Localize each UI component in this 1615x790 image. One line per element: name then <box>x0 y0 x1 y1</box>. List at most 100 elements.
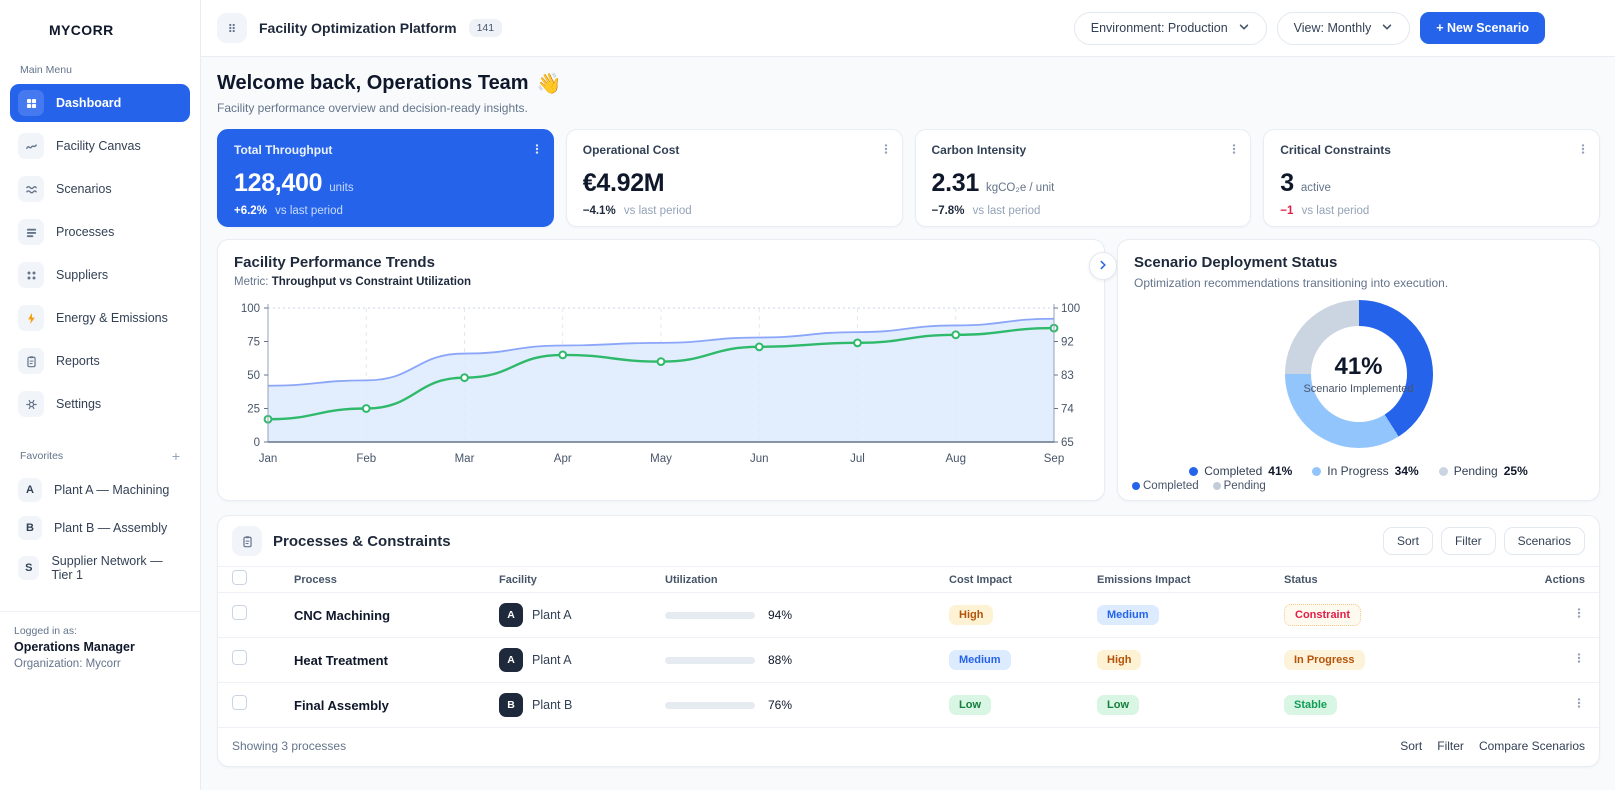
facility-name: Plant A <box>532 653 572 667</box>
footer-compare-scenarios-link[interactable]: Compare Scenarios <box>1478 739 1585 753</box>
kpi-delta-note: vs last period <box>972 205 1041 217</box>
sidebar-item-reports[interactable]: Reports <box>10 342 190 380</box>
sidebar-item-suppliers[interactable]: Suppliers <box>10 256 190 294</box>
lightning-icon <box>18 305 44 331</box>
utilization-bar <box>665 656 755 664</box>
sidebar-item-dashboard[interactable]: Dashboard <box>10 84 190 122</box>
sidebar-item-settings[interactable]: Settings <box>10 385 190 423</box>
add-favorite-button[interactable]: + <box>171 448 180 464</box>
main-menu-label: Main Menu <box>20 64 72 76</box>
kpi-delta: −7.8% <box>931 205 965 217</box>
kpi-card-operational-cost[interactable]: Operational Cost €4.92M −4.1% vs last pe… <box>565 129 903 227</box>
sidebar-item-energy-emissions[interactable]: Energy & Emissions <box>10 299 190 337</box>
kpi-card-total-throughput[interactable]: Total Throughput 128,400 units +6.2% vs … <box>217 129 554 227</box>
svg-text:0: 0 <box>254 437 260 449</box>
view-select[interactable]: View: Monthly <box>1276 11 1411 45</box>
kebab-menu-icon[interactable] <box>1228 142 1240 159</box>
sidebar-item-label: Settings <box>56 397 102 411</box>
scenario-subtitle: Optimization recommendations transitioni… <box>1134 276 1449 290</box>
new-scenario-button[interactable]: + New Scenario <box>1420 12 1545 44</box>
svg-text:Jul: Jul <box>850 453 865 465</box>
main-nav: Dashboard Facility Canvas Scenarios Proc… <box>0 84 200 423</box>
kpi-delta-note: vs last period <box>623 205 692 217</box>
chart-title: Facility Performance Trends <box>234 254 435 271</box>
utilization-value: 88% <box>768 653 793 667</box>
scenarios-button[interactable]: Scenarios <box>1503 527 1585 555</box>
favorite-item-label: Supplier Network — Tier 1 <box>51 554 163 582</box>
kpi-label: Critical Constraints <box>1280 143 1391 157</box>
kebab-menu-icon[interactable] <box>1577 142 1589 159</box>
process-name: Heat Treatment <box>294 652 388 668</box>
table-row[interactable]: Heat Treatment A Plant A 88% Medium High… <box>218 638 1599 683</box>
kebab-menu-icon[interactable] <box>880 142 892 159</box>
svg-text:Jun: Jun <box>750 453 769 465</box>
kpi-card-carbon-intensity[interactable]: Carbon Intensity 2.31 kgCO₂e / unit −7.8… <box>914 129 1252 227</box>
plant-a-avatar: A <box>18 478 42 502</box>
svg-text:Feb: Feb <box>356 453 376 465</box>
kpi-label: Carbon Intensity <box>931 143 1027 157</box>
kebab-menu-icon[interactable] <box>531 142 543 159</box>
select-all-checkbox[interactable] <box>232 569 247 585</box>
column-header-utilization: Utilization <box>665 573 718 586</box>
drag-handle-icon[interactable] <box>217 13 247 43</box>
kebab-menu-icon[interactable] <box>1573 606 1585 623</box>
sidebar-item-facility-canvas[interactable]: Facility Canvas <box>10 127 190 165</box>
kpi-value: 2.31 <box>931 169 980 197</box>
kpi-label: Operational Cost <box>582 143 680 157</box>
svg-text:100: 100 <box>241 303 260 315</box>
svg-text:Jan: Jan <box>259 453 278 465</box>
status-badge: In Progress <box>1284 650 1365 670</box>
brand-logo: MYCORR <box>49 22 114 38</box>
row-checkbox[interactable] <box>232 695 247 710</box>
mini-legend-label: Pending <box>1223 480 1266 492</box>
svg-text:65: 65 <box>1061 437 1074 449</box>
topbar: Facility Optimization Platform 141 Envir… <box>201 0 1615 57</box>
sidebar-item-scenarios[interactable]: Scenarios <box>10 170 190 208</box>
legend-dot <box>1312 466 1322 476</box>
kpi-delta: −1 <box>1280 205 1294 217</box>
dashboard-icon <box>18 90 44 116</box>
row-checkbox[interactable] <box>232 650 247 665</box>
row-checkbox[interactable] <box>232 605 247 620</box>
table-row[interactable]: CNC Machining A Plant A 94% High Medium … <box>218 593 1599 638</box>
svg-text:Apr: Apr <box>554 453 572 465</box>
welcome-subtitle: Facility performance overview and decisi… <box>217 101 528 115</box>
waves-icon <box>18 176 44 202</box>
kpi-unit: active <box>1300 182 1331 194</box>
table-header: Processes & Constraints Sort Filter Scen… <box>218 516 1599 566</box>
footer-filter-link[interactable]: Filter <box>1437 739 1464 753</box>
utilization-bar <box>665 701 755 709</box>
view-select-value: View: Monthly <box>1293 21 1372 35</box>
favorite-item-plant-b[interactable]: B Plant B — Assembly <box>10 509 190 547</box>
favorite-item-supplier-network[interactable]: S Supplier Network — Tier 1 <box>10 547 190 589</box>
table-row[interactable]: Final Assembly B Plant B 76% Low Low Sta… <box>218 683 1599 728</box>
donut-legend: Completed 41% In Progress 34% Pending 25… <box>1134 464 1583 478</box>
cost-impact-badge: Low <box>949 695 991 715</box>
column-header-cost-impact: Cost Impact <box>949 573 1012 586</box>
kebab-menu-icon[interactable] <box>1573 696 1585 713</box>
kpi-row: Total Throughput 128,400 units +6.2% vs … <box>217 129 1600 227</box>
table-footer: Showing 3 processes Sort Filter Compare … <box>218 728 1599 766</box>
sidebar-item-processes[interactable]: Processes <box>10 213 190 251</box>
environment-select[interactable]: Environment: Production <box>1073 11 1267 45</box>
chart-metric-line: Metric: Throughput vs Constraint Utiliza… <box>234 276 1088 288</box>
sidebar-item-label: Processes <box>56 225 115 239</box>
middle-row: Facility Performance Trends Metric: Thro… <box>217 239 1600 501</box>
page-title: Facility Optimization Platform <box>259 20 457 36</box>
legend-dot <box>1212 482 1221 490</box>
process-name: CNC Machining <box>294 607 391 623</box>
column-header-status: Status <box>1284 573 1318 586</box>
kpi-card-critical-constraints[interactable]: Critical Constraints 3 active −1 vs last… <box>1263 129 1600 227</box>
filter-button[interactable]: Filter <box>1440 527 1496 555</box>
favorite-item-plant-a[interactable]: A Plant A — Machining <box>10 471 190 509</box>
kebab-menu-icon[interactable] <box>1573 651 1585 668</box>
svg-text:Sep: Sep <box>1044 453 1064 465</box>
footer-sort-link[interactable]: Sort <box>1400 739 1423 753</box>
plant-b-avatar: B <box>18 516 42 540</box>
legend-dot <box>1438 466 1448 476</box>
favorites-header: Favorites + <box>20 449 180 463</box>
chevron-right-button[interactable] <box>1089 252 1117 280</box>
dots-grid-icon <box>18 262 44 288</box>
cost-impact-badge: High <box>949 605 994 625</box>
sort-button[interactable]: Sort <box>1382 527 1433 555</box>
